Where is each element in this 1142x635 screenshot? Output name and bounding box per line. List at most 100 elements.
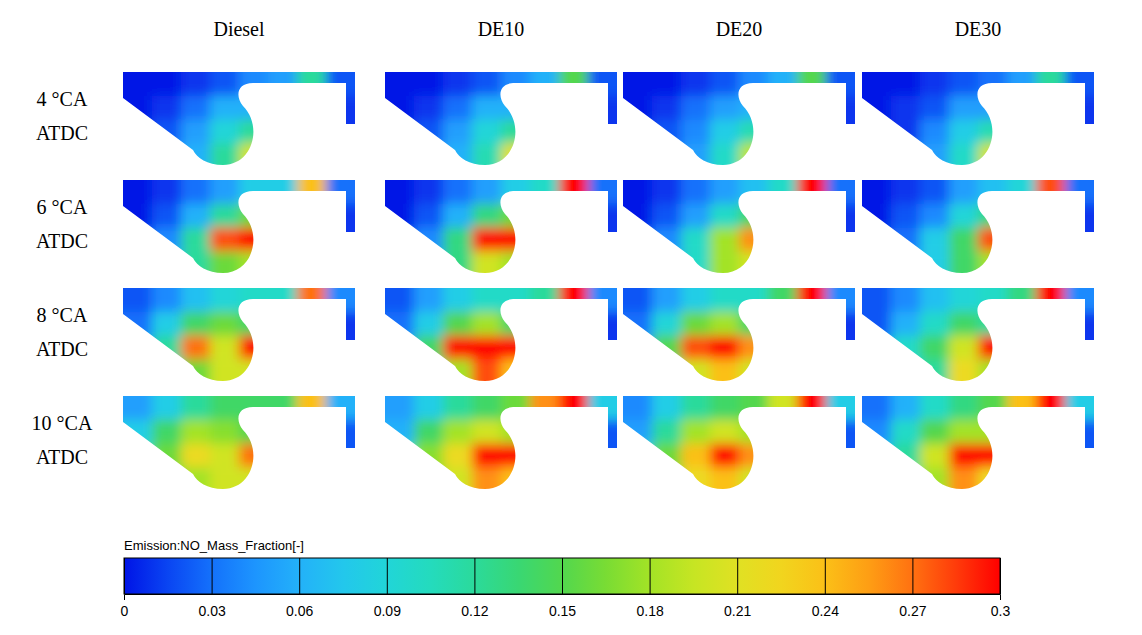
tick: 0.24 — [812, 558, 839, 619]
contour-field — [370, 57, 633, 183]
panel — [847, 165, 1110, 291]
tick-label: 0 — [121, 603, 129, 619]
tick-label: 0.06 — [286, 603, 313, 619]
contour-cell — [559, 251, 589, 290]
contour-cell — [1065, 204, 1110, 228]
contour-cell — [239, 336, 269, 360]
contour-cell — [768, 204, 798, 228]
contour-cell — [1036, 381, 1066, 420]
contour-cell — [608, 467, 653, 506]
contour-cell — [652, 165, 682, 204]
row-label: 6 °CAATDC — [36, 196, 88, 252]
contour-cell — [739, 228, 769, 252]
contour-cell — [710, 420, 740, 444]
contour-cell — [1065, 165, 1110, 204]
contour-cell — [978, 273, 1008, 312]
contour-cell — [847, 228, 892, 252]
contour-cell — [920, 444, 950, 468]
contour-cell — [978, 143, 1008, 182]
contour-cell — [652, 143, 682, 182]
contour-cell — [297, 143, 327, 182]
contour-cell — [652, 467, 682, 506]
contour-cell — [152, 57, 182, 96]
contour-cell — [414, 143, 444, 182]
contour-cell — [152, 273, 182, 312]
contour-cell — [768, 381, 798, 420]
contour-cell — [297, 251, 327, 290]
contour-cell — [326, 359, 371, 398]
contour-cell — [797, 336, 827, 360]
tick-line — [387, 558, 388, 594]
contour-cell — [739, 57, 769, 96]
contour-cell — [268, 273, 298, 312]
contour-cell — [1036, 336, 1066, 360]
contour-cell — [443, 96, 473, 120]
contour-cell — [530, 96, 560, 120]
contour-cell — [797, 251, 827, 290]
contour-cell — [108, 165, 153, 204]
contour-cell — [608, 228, 653, 252]
contour-cell — [920, 143, 950, 182]
contour-cell — [108, 57, 153, 96]
contour-cell — [826, 312, 871, 336]
contour-cell — [1065, 359, 1110, 398]
contour-cell — [239, 96, 269, 120]
tick-line — [737, 558, 738, 594]
tick-line — [825, 558, 826, 594]
contour-cell — [501, 336, 531, 360]
contour-cell — [608, 359, 653, 398]
contour-cell — [1036, 444, 1066, 468]
contour-cell — [608, 143, 653, 182]
contour-cell — [108, 251, 153, 290]
contour-cell — [414, 165, 444, 204]
contour-cell — [588, 228, 633, 252]
contour-cell — [847, 165, 892, 204]
tick-label: 0.21 — [724, 603, 751, 619]
contour-cell — [739, 420, 769, 444]
chamber — [608, 273, 871, 399]
contour-cell — [710, 228, 740, 252]
contour-field — [370, 381, 633, 507]
contour-cell — [710, 467, 740, 506]
contour-field — [370, 165, 633, 291]
contour-cell — [978, 251, 1008, 290]
contour-cell — [608, 336, 653, 360]
contour-cell — [847, 120, 892, 144]
contour-cell — [268, 467, 298, 506]
contour-cell — [949, 381, 979, 420]
contour-cell — [681, 120, 711, 144]
contour-cell — [370, 228, 415, 252]
contour-cell — [978, 57, 1008, 96]
contour-cell — [681, 143, 711, 182]
contour-cell — [297, 336, 327, 360]
contour-cell — [530, 165, 560, 204]
contour-cell — [108, 359, 153, 398]
contour-field — [847, 165, 1110, 291]
contour-cell — [370, 57, 415, 96]
contour-cell — [739, 273, 769, 312]
tick: 0.15 — [549, 558, 576, 619]
contour-cell — [181, 120, 211, 144]
contour-cell — [239, 312, 269, 336]
contour-cell — [652, 228, 682, 252]
contour-cell — [710, 165, 740, 204]
contour-cell — [414, 120, 444, 144]
contour-cell — [108, 120, 153, 144]
contour-cell — [181, 359, 211, 398]
contour-field — [108, 165, 371, 291]
contour-cell — [326, 381, 371, 420]
contour-cell — [891, 228, 921, 252]
contour-cell — [891, 120, 921, 144]
contour-cell — [370, 96, 415, 120]
contour-cell — [108, 312, 153, 336]
contour-cell — [891, 359, 921, 398]
panel — [608, 381, 871, 507]
contour-cell — [608, 57, 653, 96]
contour-cell — [949, 204, 979, 228]
contour-cell — [559, 444, 589, 468]
contour-cell — [768, 467, 798, 506]
contour-cell — [847, 381, 892, 420]
contour-cell — [949, 359, 979, 398]
tick-label: 0.18 — [636, 603, 663, 619]
contour-cell — [443, 143, 473, 182]
